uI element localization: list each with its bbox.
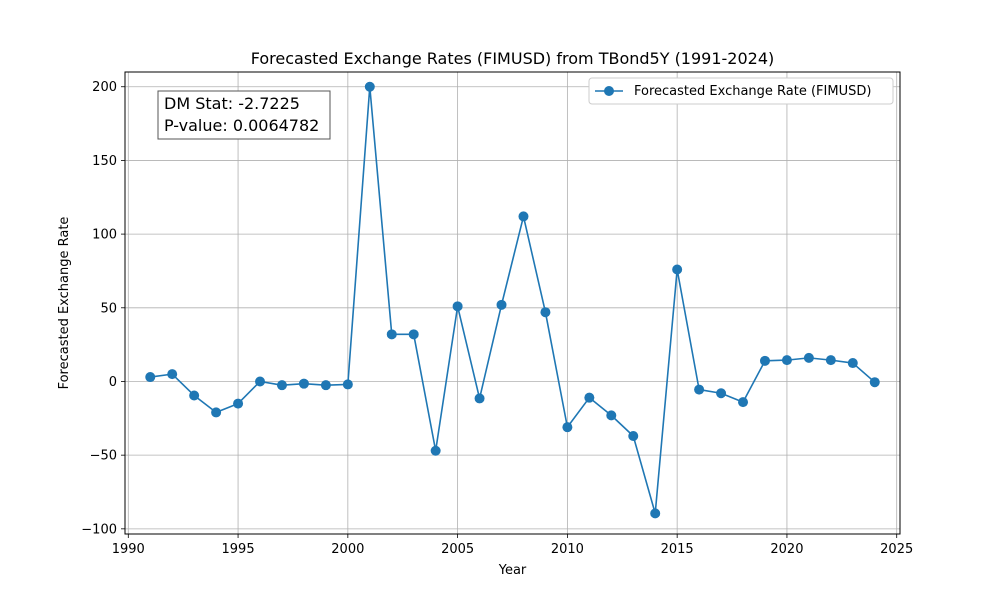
plot-frame bbox=[124, 71, 901, 535]
stats-annotation: DM Stat: -2.7225 P-value: 0.0064782 bbox=[157, 90, 331, 140]
data-point bbox=[342, 379, 353, 390]
data-point bbox=[320, 380, 331, 391]
data-point bbox=[364, 81, 375, 92]
y-tick-label: −50 bbox=[90, 449, 117, 464]
data-point bbox=[803, 352, 814, 363]
data-point bbox=[408, 329, 419, 340]
y-tick-label: 0 bbox=[109, 375, 117, 390]
data-point bbox=[452, 301, 463, 312]
grid bbox=[125, 72, 900, 534]
data-point bbox=[869, 377, 880, 388]
dm-stat-text: DM Stat: -2.7225 bbox=[164, 94, 300, 113]
data-point bbox=[145, 372, 156, 383]
y-tick-label: 150 bbox=[92, 154, 117, 169]
data-point bbox=[628, 431, 639, 441]
series-line bbox=[150, 85, 876, 515]
x-tick-label: 2020 bbox=[770, 542, 803, 557]
data-point bbox=[233, 398, 244, 409]
data-point bbox=[759, 355, 770, 366]
data-point bbox=[255, 376, 266, 387]
data-point bbox=[167, 369, 178, 380]
data-point bbox=[430, 445, 441, 456]
x-tick-label: 1990 bbox=[112, 542, 145, 557]
y-axis-label: Forecasted Exchange Rate bbox=[57, 217, 72, 390]
legend-box bbox=[588, 77, 894, 105]
x-axis: 1990 1995 2000 2005 2010 2015 2020 2025 bbox=[112, 534, 913, 557]
y-tick-label: 50 bbox=[100, 301, 117, 316]
x-tick-label: 2025 bbox=[880, 542, 913, 557]
y-tick-label: −100 bbox=[81, 522, 117, 537]
data-point bbox=[738, 397, 749, 408]
data-point bbox=[276, 380, 287, 391]
data-point bbox=[825, 355, 836, 366]
x-tick-label: 2000 bbox=[331, 542, 364, 557]
data-point bbox=[496, 299, 507, 310]
x-tick-label: 1995 bbox=[222, 542, 255, 557]
series-layer bbox=[145, 81, 880, 519]
data-point bbox=[650, 508, 661, 519]
data-point bbox=[781, 355, 792, 366]
data-point bbox=[584, 392, 595, 403]
data-point bbox=[298, 378, 309, 389]
data-point bbox=[189, 390, 200, 401]
y-axis: −100 −50 0 50 100 150 200 bbox=[81, 80, 125, 537]
annotation-box bbox=[157, 90, 331, 140]
data-point bbox=[386, 329, 397, 340]
data-point bbox=[672, 264, 683, 275]
legend: Forecasted Exchange Rate (FIMUSD) bbox=[588, 77, 894, 105]
x-tick-label: 2015 bbox=[661, 542, 694, 557]
data-point bbox=[847, 358, 858, 369]
data-point bbox=[716, 388, 727, 399]
y-tick-label: 200 bbox=[92, 80, 117, 95]
x-tick-label: 2005 bbox=[441, 542, 474, 557]
data-point bbox=[518, 211, 529, 222]
data-point bbox=[694, 384, 705, 395]
data-point bbox=[474, 393, 485, 404]
data-point bbox=[606, 410, 617, 421]
legend-marker-swatch bbox=[604, 86, 614, 96]
legend-label: Forecasted Exchange Rate (FIMUSD) bbox=[634, 84, 871, 99]
data-point bbox=[211, 407, 222, 418]
p-value-text: P-value: 0.0064782 bbox=[164, 116, 319, 135]
data-point bbox=[540, 307, 551, 318]
x-axis-label: Year bbox=[498, 563, 527, 578]
data-point bbox=[562, 422, 573, 433]
x-tick-label: 2010 bbox=[551, 542, 584, 557]
chart-title: Forecasted Exchange Rates (FIMUSD) from … bbox=[251, 49, 775, 68]
y-tick-label: 100 bbox=[92, 228, 117, 243]
